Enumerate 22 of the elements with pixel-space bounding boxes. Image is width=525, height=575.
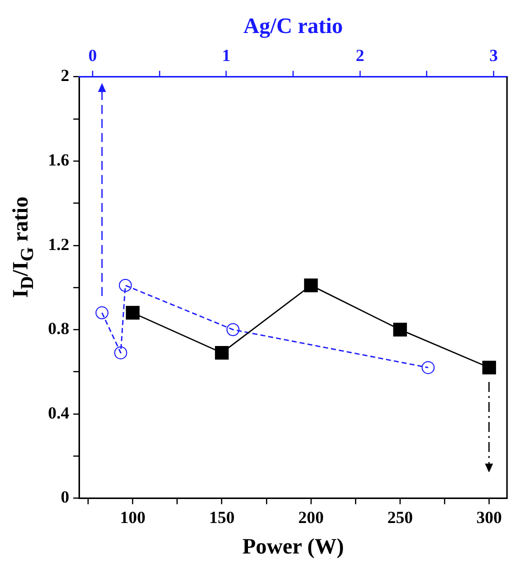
y-tick-label: 0 [60,488,70,507]
x2-tick-label: 0 [88,46,97,65]
y-tick-label: 1.6 [48,150,70,170]
point [126,306,140,320]
point [482,360,496,374]
point [214,346,229,360]
x2-tick-label: 1 [222,46,231,65]
x-tick-label: 150 [209,508,235,527]
y-tick-label: 0.4 [48,403,70,422]
x-tick-label: 100 [120,508,146,527]
point [304,278,318,292]
x-axis-title: Power (W) [242,533,344,558]
x-tick-label: 250 [387,508,413,527]
x2-tick-label: 2 [356,46,364,65]
x-tick-label: 300 [476,508,502,527]
x2-axis-title: Ag/C ratio [243,12,343,38]
y-tick-label: 2 [60,66,70,86]
y-tick-label: 0.8 [48,319,70,338]
x-tick-label: 200 [298,508,324,527]
x2-tick-label: 3 [489,46,498,65]
y-tick-label: 1.2 [48,234,70,254]
point [393,322,407,337]
